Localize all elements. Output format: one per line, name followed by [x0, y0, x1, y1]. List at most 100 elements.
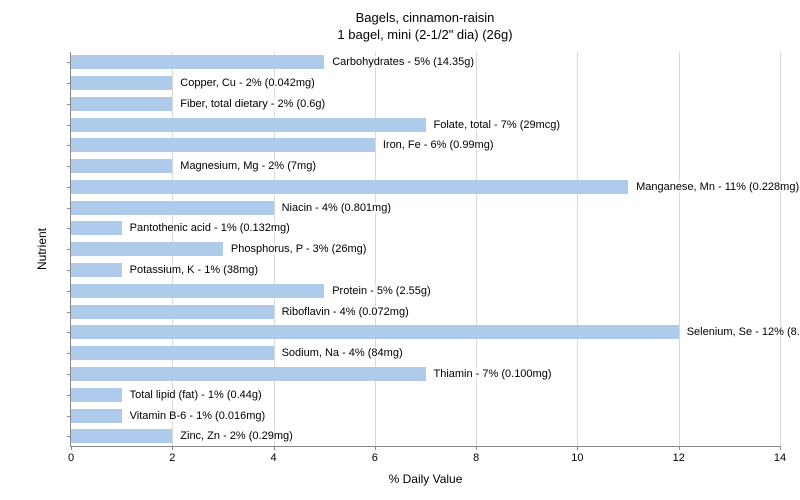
bar-label: Pantothenic acid - 1% (0.132mg) [128, 222, 292, 234]
nutrient-bar: Phosphorus, P - 3% (26mg) [71, 242, 780, 256]
nutrient-bar: Magnesium, Mg - 2% (7mg) [71, 159, 780, 173]
nutrient-bar: Potassium, K - 1% (38mg) [71, 263, 780, 277]
chart-title: Bagels, cinnamon-raisin 1 bagel, mini (2… [70, 10, 780, 44]
nutrient-bar: Protein - 5% (2.55g) [71, 284, 780, 298]
title-line-1: Bagels, cinnamon-raisin [70, 10, 780, 27]
bar-fill [71, 242, 223, 256]
y-tick-mark [67, 145, 71, 146]
x-tick-label: 10 [571, 452, 583, 464]
y-tick-mark [67, 416, 71, 417]
bar-fill [71, 97, 172, 111]
nutrient-bar: Total lipid (fat) - 1% (0.44g) [71, 388, 780, 402]
bar-label: Manganese, Mn - 11% (0.228mg) [634, 181, 800, 193]
nutrient-bar: Fiber, total dietary - 2% (0.6g) [71, 97, 780, 111]
bar-fill [71, 55, 324, 69]
bar-label: Fiber, total dietary - 2% (0.6g) [178, 98, 327, 110]
x-tick-label: 4 [271, 452, 277, 464]
x-tick-label: 12 [673, 452, 685, 464]
nutrient-bar: Folate, total - 7% (29mcg) [71, 118, 780, 132]
y-tick-mark [67, 208, 71, 209]
y-tick-mark [67, 353, 71, 354]
bar-fill [71, 346, 274, 360]
bar-fill [71, 388, 122, 402]
y-tick-mark [67, 436, 71, 437]
y-tick-mark [67, 104, 71, 105]
bar-label: Sodium, Na - 4% (84mg) [280, 347, 405, 359]
y-tick-mark [67, 374, 71, 375]
x-tick-mark [274, 446, 275, 450]
bar-fill [71, 429, 172, 443]
bar-fill [71, 409, 122, 423]
x-tick-mark [780, 446, 781, 450]
bar-label: Vitamin B-6 - 1% (0.016mg) [128, 410, 268, 422]
nutrient-bar: Manganese, Mn - 11% (0.228mg) [71, 180, 780, 194]
bar-label: Riboflavin - 4% (0.072mg) [280, 306, 411, 318]
plot-area: Nutrient % Daily Value 02468101214Carboh… [70, 52, 780, 447]
x-tick-mark [476, 446, 477, 450]
bar-fill [71, 201, 274, 215]
bar-label: Iron, Fe - 6% (0.99mg) [381, 139, 496, 151]
nutrient-bar: Iron, Fe - 6% (0.99mg) [71, 138, 780, 152]
y-tick-mark [67, 228, 71, 229]
nutrient-bar: Vitamin B-6 - 1% (0.016mg) [71, 409, 780, 423]
y-tick-mark [67, 270, 71, 271]
bar-fill [71, 284, 324, 298]
nutrient-bar: Pantothenic acid - 1% (0.132mg) [71, 221, 780, 235]
bar-fill [71, 263, 122, 277]
x-tick-mark [577, 446, 578, 450]
bar-fill [71, 325, 679, 339]
bar-fill [71, 180, 628, 194]
x-tick-label: 2 [169, 452, 175, 464]
nutrient-bar: Selenium, Se - 12% (8.1mcg) [71, 325, 780, 339]
bar-label: Copper, Cu - 2% (0.042mg) [178, 77, 317, 89]
y-tick-mark [67, 187, 71, 188]
x-tick-mark [172, 446, 173, 450]
x-tick-label: 6 [372, 452, 378, 464]
bar-fill [71, 138, 375, 152]
bar-fill [71, 367, 426, 381]
y-tick-mark [67, 166, 71, 167]
bar-fill [71, 159, 172, 173]
nutrient-chart: Bagels, cinnamon-raisin 1 bagel, mini (2… [0, 0, 800, 500]
bar-fill [71, 305, 274, 319]
bar-label: Folate, total - 7% (29mcg) [432, 119, 563, 131]
nutrient-bar: Riboflavin - 4% (0.072mg) [71, 305, 780, 319]
nutrient-bar: Zinc, Zn - 2% (0.29mg) [71, 429, 780, 443]
nutrient-bar: Sodium, Na - 4% (84mg) [71, 346, 780, 360]
nutrient-bar: Niacin - 4% (0.801mg) [71, 201, 780, 215]
x-axis-label: % Daily Value [389, 472, 463, 486]
bar-label: Niacin - 4% (0.801mg) [280, 202, 393, 214]
title-line-2: 1 bagel, mini (2-1/2" dia) (26g) [70, 27, 780, 44]
bar-label: Total lipid (fat) - 1% (0.44g) [128, 389, 264, 401]
y-tick-mark [67, 312, 71, 313]
bar-label: Phosphorus, P - 3% (26mg) [229, 243, 369, 255]
bar-fill [71, 76, 172, 90]
x-tick-mark [375, 446, 376, 450]
y-tick-mark [67, 249, 71, 250]
y-tick-mark [67, 62, 71, 63]
x-tick-label: 0 [68, 452, 74, 464]
bar-label: Thiamin - 7% (0.100mg) [432, 368, 554, 380]
bar-label: Potassium, K - 1% (38mg) [128, 264, 260, 276]
y-tick-mark [67, 332, 71, 333]
x-tick-label: 8 [473, 452, 479, 464]
bar-fill [71, 118, 426, 132]
y-tick-mark [67, 395, 71, 396]
bar-label: Carbohydrates - 5% (14.35g) [330, 56, 476, 68]
nutrient-bar: Thiamin - 7% (0.100mg) [71, 367, 780, 381]
x-tick-mark [679, 446, 680, 450]
y-tick-mark [67, 83, 71, 84]
y-axis-label: Nutrient [35, 228, 49, 270]
gridline [780, 52, 781, 446]
nutrient-bar: Carbohydrates - 5% (14.35g) [71, 55, 780, 69]
nutrient-bar: Copper, Cu - 2% (0.042mg) [71, 76, 780, 90]
bar-label: Zinc, Zn - 2% (0.29mg) [178, 430, 294, 442]
x-tick-label: 14 [774, 452, 786, 464]
y-tick-mark [67, 125, 71, 126]
bar-label: Protein - 5% (2.55g) [330, 285, 432, 297]
x-tick-mark [71, 446, 72, 450]
bar-label: Magnesium, Mg - 2% (7mg) [178, 160, 318, 172]
y-tick-mark [67, 291, 71, 292]
bar-fill [71, 221, 122, 235]
bar-label: Selenium, Se - 12% (8.1mcg) [685, 326, 800, 338]
